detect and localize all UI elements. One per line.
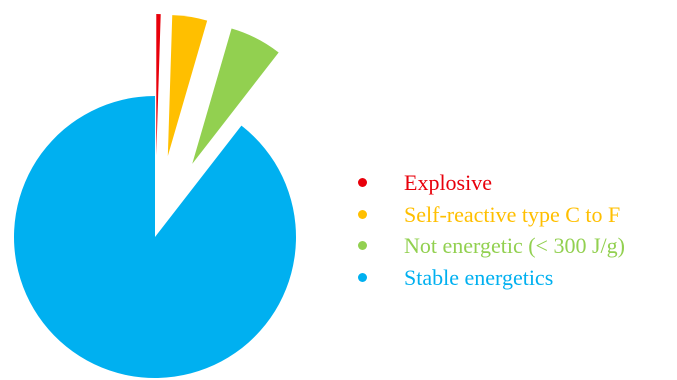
legend-item: Not energetic (< 300 J/g) — [358, 230, 625, 262]
legend-item: Explosive — [358, 167, 625, 199]
chart-legend: Explosive Self-reactive type C to F Not en… — [358, 167, 625, 293]
legend-marker-icon — [358, 241, 367, 251]
legend-label: Self-reactive type C to F — [404, 201, 621, 227]
legend-item: Self-reactive type C to F — [358, 199, 625, 231]
pie-slice-2 — [167, 15, 208, 157]
legend-marker-icon — [358, 178, 367, 188]
pie-slice-1 — [156, 14, 161, 156]
legend-marker-icon — [358, 272, 367, 282]
legend-label: Explosive — [404, 170, 492, 195]
legend-item: Stable energetics — [358, 262, 625, 294]
legend-marker-icon — [358, 209, 367, 219]
pie-slice-4 — [14, 95, 297, 378]
legend-label: Stable energetics — [404, 264, 554, 290]
pie-slice-3 — [192, 28, 279, 164]
legend-label: Not energetic (< 300 J/g) — [404, 233, 625, 258]
